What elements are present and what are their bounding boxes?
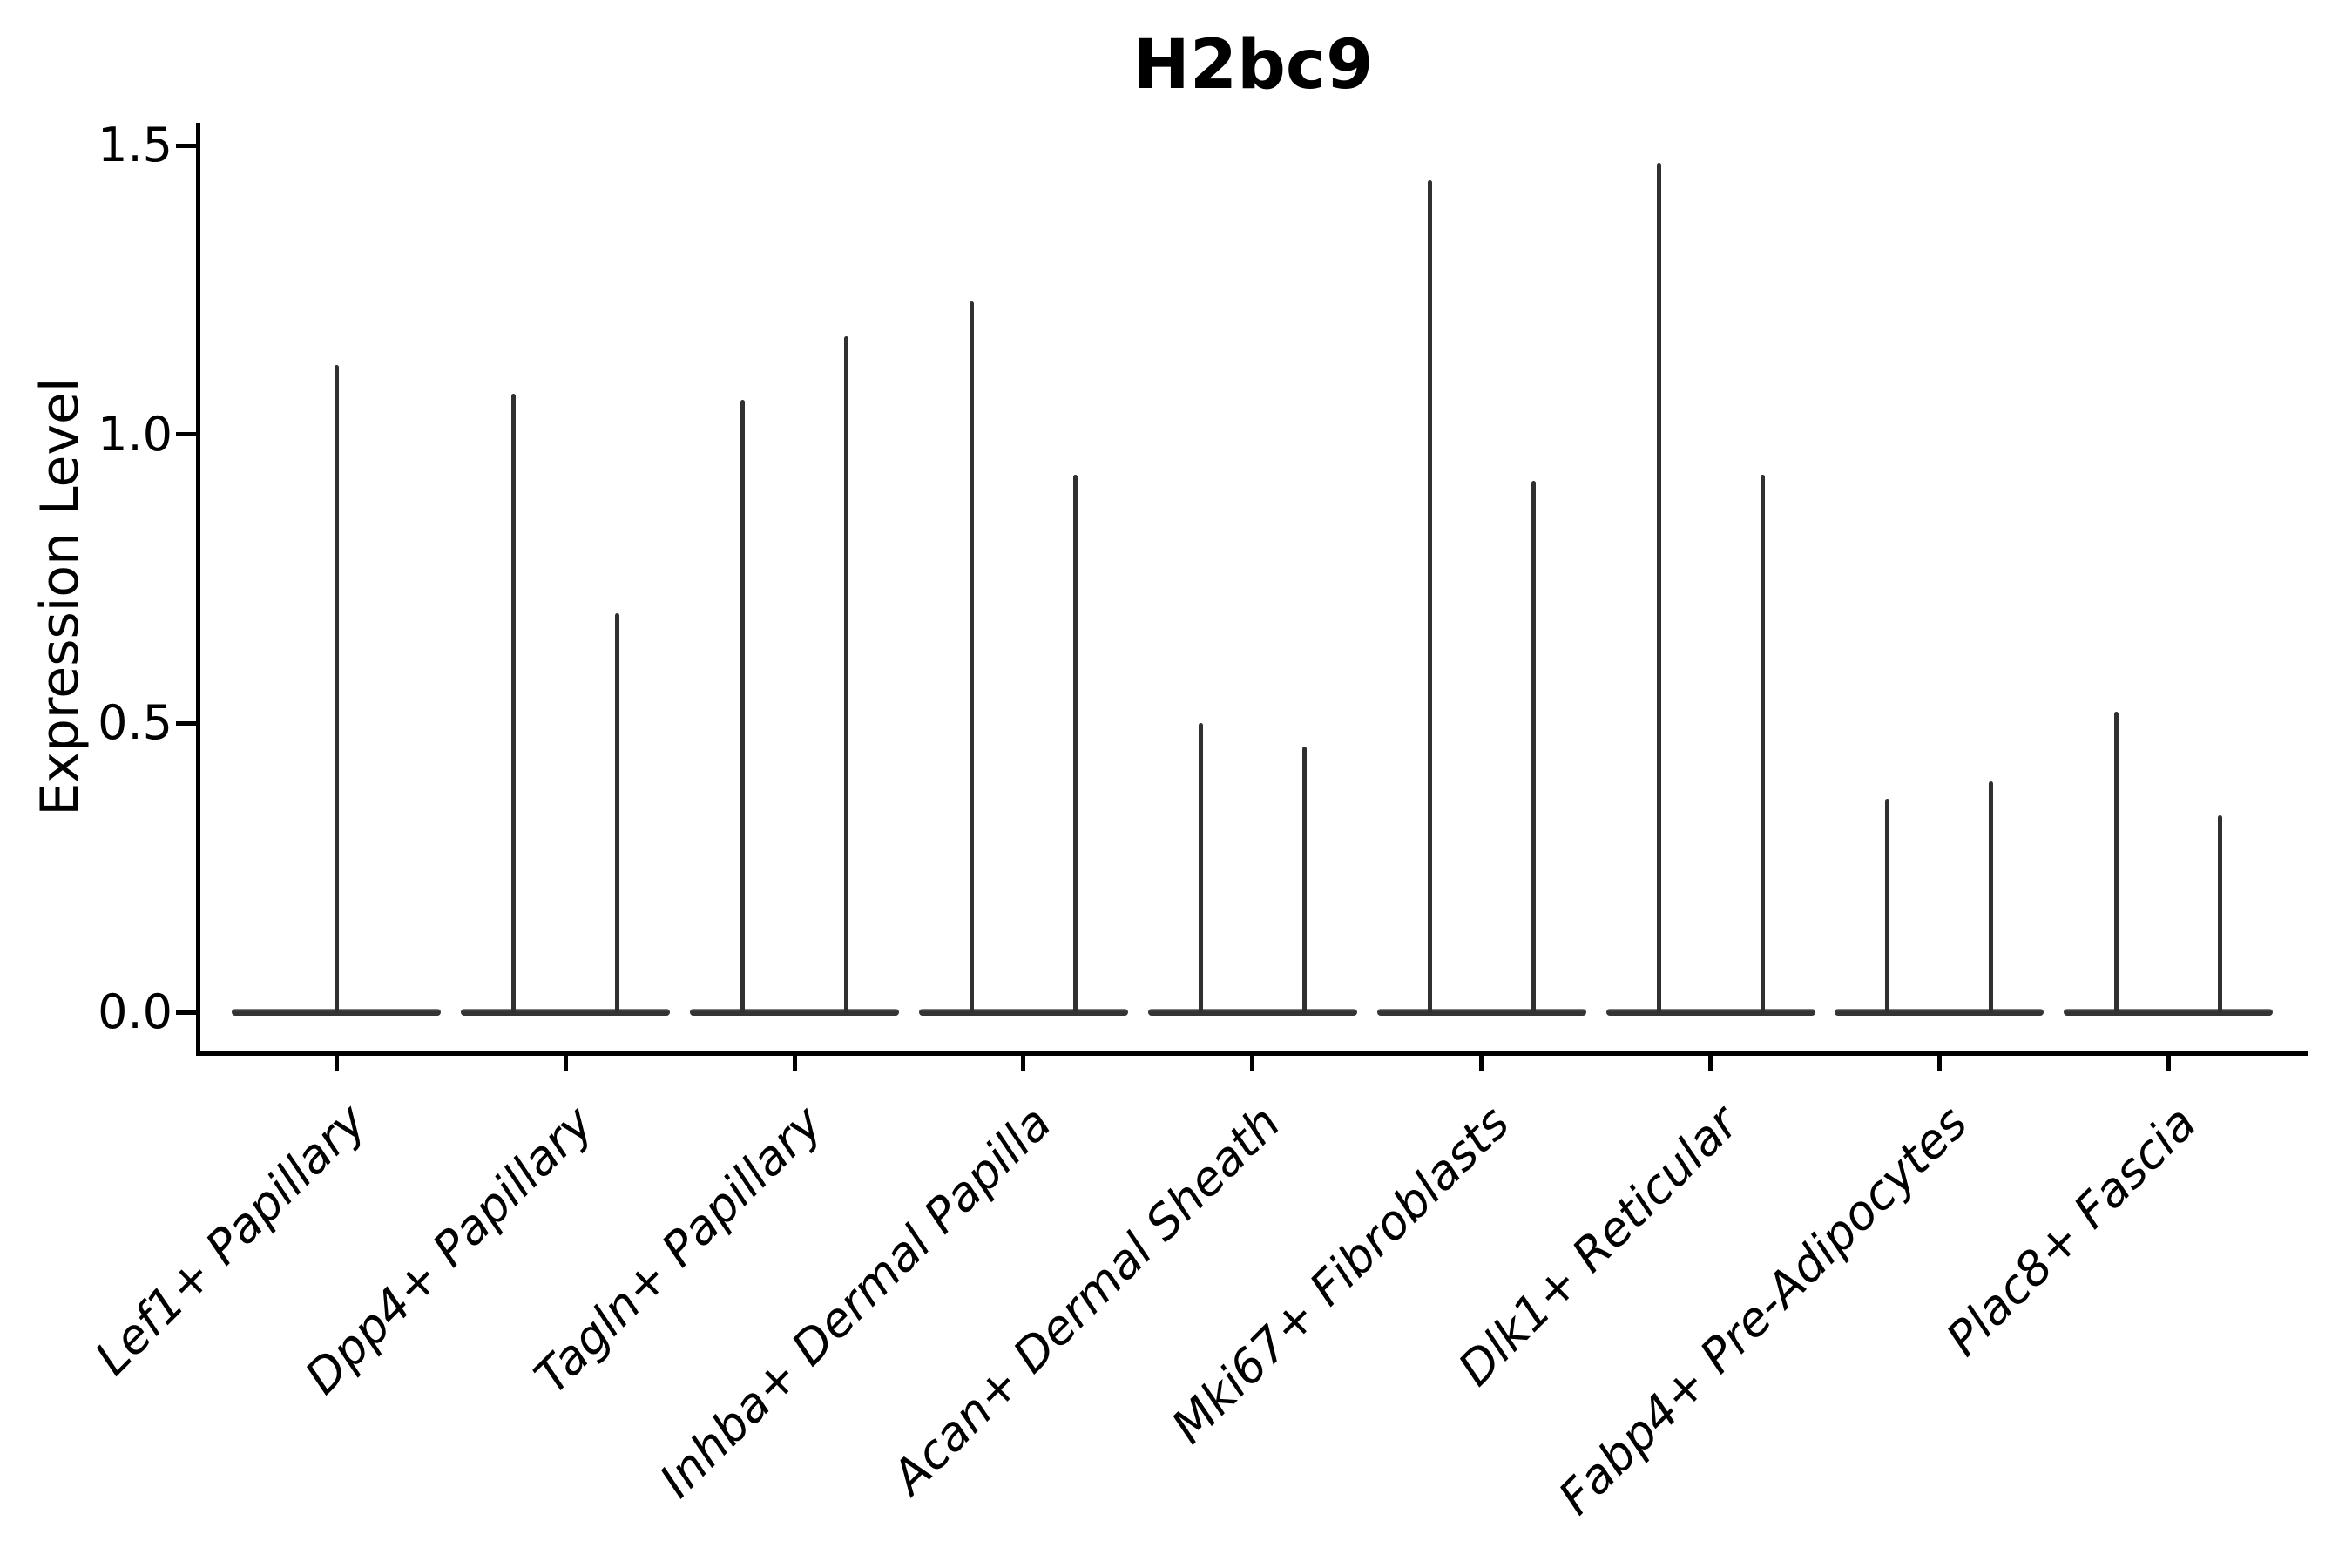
x-tick xyxy=(1936,1056,1942,1071)
violin-spike xyxy=(511,394,517,1012)
violin-spike xyxy=(334,365,339,1012)
violin-spike xyxy=(615,613,620,1012)
violin-spike xyxy=(1427,179,1432,1012)
violin-base xyxy=(1835,1009,2044,1016)
x-tick xyxy=(1479,1056,1484,1071)
y-tick xyxy=(176,720,196,726)
violin-spike xyxy=(969,301,974,1012)
violin-spike xyxy=(740,399,746,1012)
x-tick xyxy=(2166,1056,2171,1071)
violin-base xyxy=(2064,1009,2274,1016)
violin-base xyxy=(1376,1009,1586,1016)
y-tick xyxy=(176,432,196,437)
violin-base xyxy=(918,1009,1128,1016)
violin-spike xyxy=(1656,162,1661,1012)
y-tick xyxy=(176,143,196,148)
violin-spike xyxy=(2114,712,2119,1012)
violin-base xyxy=(461,1009,671,1016)
violin-base xyxy=(1147,1009,1357,1016)
violin-spike xyxy=(2218,815,2223,1012)
violin-spike xyxy=(1989,781,1994,1012)
x-tick xyxy=(1250,1056,1255,1071)
x-tick xyxy=(792,1056,797,1071)
y-tick xyxy=(176,1010,196,1015)
violin-base xyxy=(690,1009,900,1016)
y-tick-label: 1.5 xyxy=(98,118,172,173)
violin-spike xyxy=(844,335,849,1012)
y-tick-label: 0.0 xyxy=(98,984,172,1039)
x-tick xyxy=(1708,1056,1713,1071)
violin-spike xyxy=(1760,475,1765,1012)
y-tick-label: 1.0 xyxy=(98,406,172,462)
violin-spike xyxy=(1072,475,1078,1012)
violin-spike xyxy=(1885,798,1890,1012)
violin-base xyxy=(1605,1009,1815,1016)
x-tick xyxy=(334,1056,339,1071)
x-tick xyxy=(1021,1056,1026,1071)
page-title: H2bc9 xyxy=(1132,26,1374,105)
x-axis-spine xyxy=(196,1051,2308,1056)
violin-base xyxy=(232,1009,442,1016)
x-tick-label: Dpp4+ Papillary xyxy=(294,1095,605,1405)
x-tick xyxy=(563,1056,568,1071)
violin-spike xyxy=(1301,746,1307,1012)
y-tick-label: 0.5 xyxy=(98,695,172,751)
violin-spike xyxy=(1531,480,1536,1012)
y-axis-spine xyxy=(196,123,200,1055)
violin-spike xyxy=(1198,723,1203,1012)
